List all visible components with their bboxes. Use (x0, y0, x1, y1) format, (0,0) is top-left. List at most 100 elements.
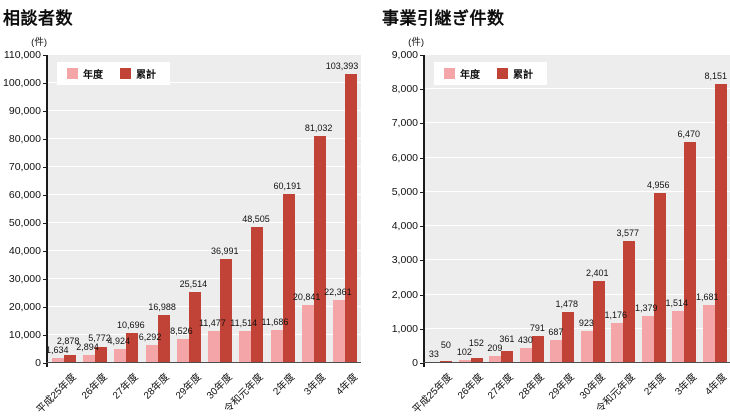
gridline (48, 278, 361, 279)
gridline (48, 138, 361, 139)
bar-cumulative (63, 354, 76, 363)
gridline (48, 166, 361, 167)
y-tick-mark (420, 89, 424, 91)
legend-item-annual: 年度 (444, 66, 480, 81)
bar-annual (672, 311, 685, 363)
x-tick-label: 3年度 (673, 371, 699, 398)
x-axis-line (423, 362, 730, 363)
bar-annual (489, 355, 502, 363)
bar-annual (51, 358, 64, 363)
gridline (425, 293, 730, 295)
value-label: 152 (468, 337, 484, 348)
bar-annual (611, 322, 624, 363)
gridline (48, 110, 361, 111)
bar-annual (550, 339, 563, 363)
y-tick-mark (43, 279, 47, 280)
legend-cumulative-swatch-icon (120, 68, 131, 79)
y-tick-mark (43, 251, 47, 252)
bar-cumulative (470, 357, 483, 363)
gridline (48, 82, 361, 83)
gridline (425, 259, 730, 261)
value-label: 16,988 (148, 302, 176, 313)
y-tick-mark (43, 223, 47, 224)
bar-cumulative (126, 333, 139, 363)
y-tick-label: 90,000 (8, 105, 41, 117)
y-tick-label: 100,000 (3, 77, 41, 89)
value-label: 6,292 (138, 332, 162, 343)
bar-annual (208, 330, 221, 363)
bar-cumulative (314, 136, 327, 363)
legend-cumulative-swatch-icon (497, 68, 508, 79)
y-tick-label: 80,000 (8, 133, 41, 145)
value-label: 791 (529, 322, 545, 333)
legend: 年度 累計 (57, 62, 170, 85)
y-axis-unit-label: (件) (31, 37, 47, 48)
y-tick-label: 5,000 (391, 185, 418, 198)
bar-cumulative (220, 259, 233, 363)
chart-title: 事業引継ぎ件数 (382, 9, 505, 28)
y-tick-label: 6,000 (391, 151, 418, 164)
bar-cumulative (714, 84, 727, 363)
bar-cumulative (562, 312, 575, 363)
bar-cumulative (501, 350, 514, 363)
bar-cumulative (188, 291, 201, 363)
legend-annual-swatch-icon (67, 68, 78, 79)
x-axis-line (46, 362, 361, 363)
y-tick-mark (43, 111, 47, 112)
bar-annual (580, 331, 593, 363)
y-tick-mark (43, 139, 47, 140)
y-tick-label: 30,000 (8, 273, 41, 285)
y-tick-label: 1,000 (391, 322, 418, 335)
value-label: 1,379 (635, 302, 658, 313)
bar-cumulative (157, 315, 170, 363)
y-tick-label: 0 (412, 357, 418, 369)
bar-cumulative (251, 227, 264, 363)
gridline (48, 194, 361, 195)
y-tick-label: 20,000 (8, 301, 41, 313)
y-tick-label: 9,000 (391, 49, 418, 61)
x-tick-label: 29年度 (173, 371, 204, 402)
legend: 年度 累計 (434, 62, 547, 85)
value-label: 11,477 (198, 317, 226, 328)
value-label: 1,478 (555, 299, 579, 310)
value-label: 25,514 (179, 278, 208, 289)
value-label: 4,956 (647, 180, 670, 191)
chart-title: 相談者数 (3, 9, 73, 28)
value-label: 60,191 (273, 181, 302, 192)
value-label: 1,634 (46, 345, 69, 356)
bar-cumulative (623, 240, 636, 363)
x-tick-label: 28年度 (516, 371, 547, 402)
bar-annual (519, 348, 532, 363)
plot-area: 年度 累計 33 50 102 152 209 361 430 791 687 1,478 923 2… (425, 55, 730, 363)
y-tick-mark (420, 363, 424, 364)
y-tick-mark (420, 226, 424, 228)
x-tick-label: 平成25年度 (34, 371, 79, 416)
value-label: 209 (487, 342, 503, 353)
bar-annual (458, 359, 471, 363)
chart-business-succession: 事業引継ぎ件数 (件) 年度 累計 33 50 102 152 209 361 430 791… (365, 0, 730, 418)
legend-cumulative-label: 累計 (513, 70, 533, 81)
legend-cumulative-label: 累計 (136, 70, 156, 81)
y-tick-label: 40,000 (8, 245, 41, 257)
y-tick-mark (43, 363, 47, 364)
legend-item-cumulative: 累計 (120, 66, 156, 81)
value-label: 36,991 (210, 246, 239, 257)
legend-annual-label: 年度 (83, 70, 103, 81)
gridline (48, 334, 361, 335)
value-label: 20,841 (292, 291, 321, 302)
value-label: 2,401 (586, 267, 609, 278)
value-label: 430 (517, 335, 533, 346)
value-label: 50 (440, 339, 451, 350)
y-tick-label: 8,000 (391, 83, 418, 96)
x-tick-label: 2年度 (642, 371, 669, 398)
value-label: 33 (428, 348, 439, 359)
bar-annual (702, 305, 715, 363)
bar-annual (333, 300, 346, 363)
x-tick-label: 28年度 (142, 371, 173, 402)
bar-annual (302, 304, 315, 363)
y-tick-label: 0 (35, 357, 41, 369)
value-label: 361 (499, 333, 515, 344)
plot-area: 年度 累計 1,634 2,878 2,894 5,772 4,924 10,696 6,2… (46, 55, 361, 363)
y-tick-mark (43, 335, 47, 336)
gridline (425, 156, 730, 158)
